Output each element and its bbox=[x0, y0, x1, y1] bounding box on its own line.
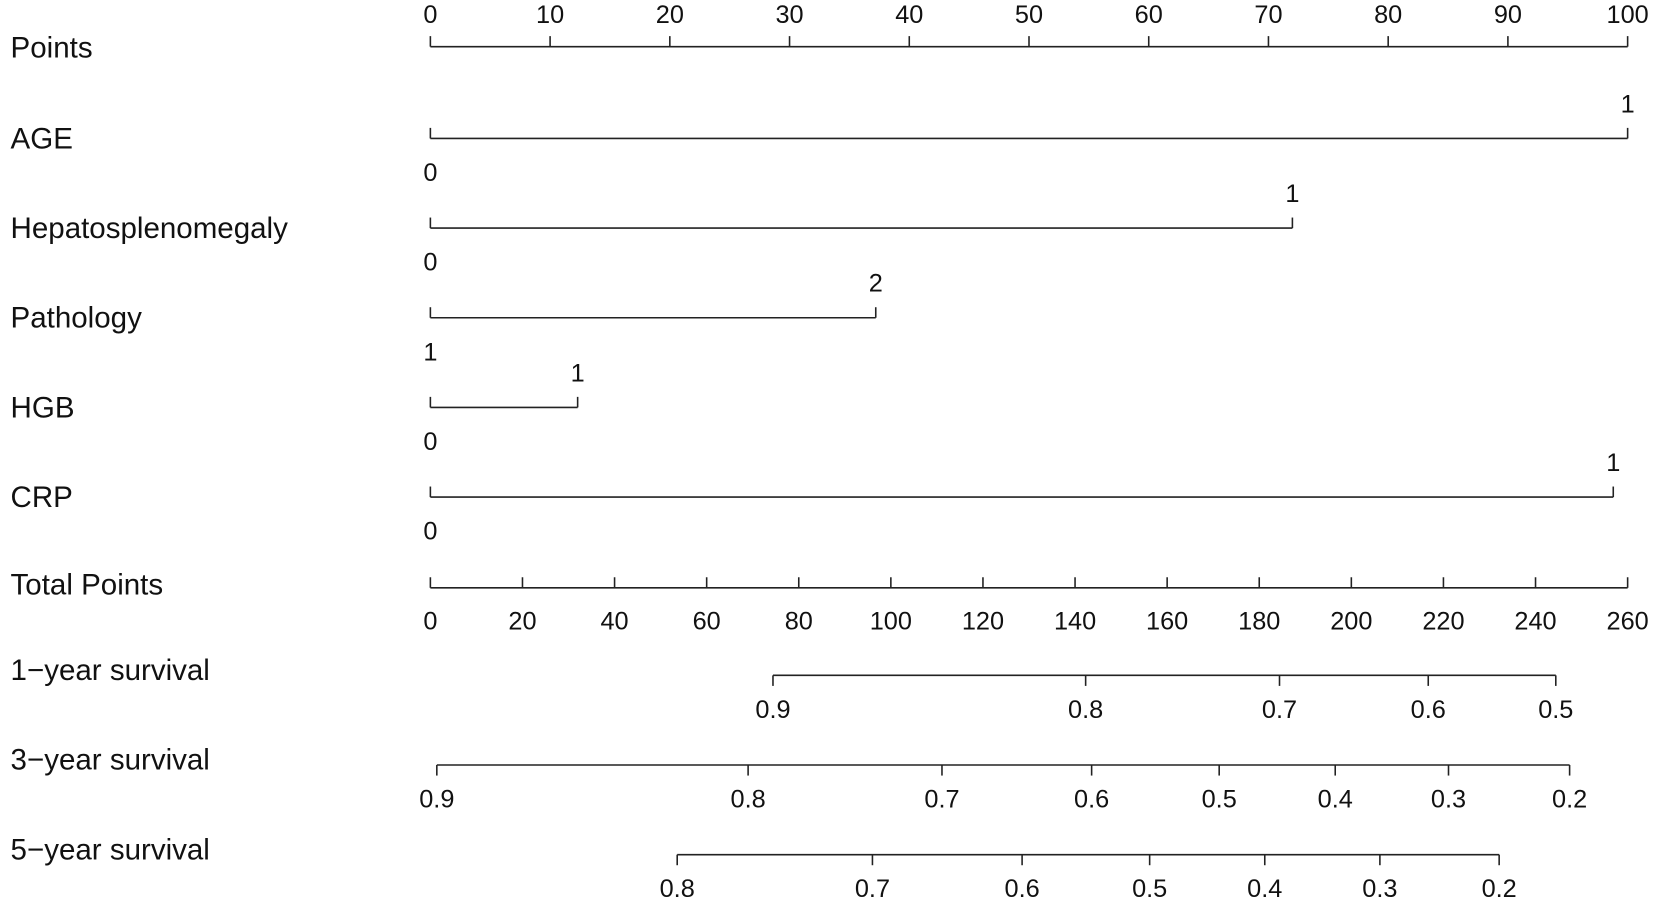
level-label: 1 bbox=[1606, 449, 1620, 477]
tick-label: 50 bbox=[1015, 1, 1043, 29]
tick-label: 220 bbox=[1422, 607, 1464, 635]
row-label: Points bbox=[11, 32, 93, 65]
survival-label: 0.3 bbox=[1431, 786, 1466, 814]
row-label: 3−year survival bbox=[11, 744, 210, 777]
survival-label: 0.8 bbox=[731, 786, 766, 814]
tick-label: 0 bbox=[423, 607, 437, 635]
tick-label: 160 bbox=[1146, 607, 1188, 635]
level-label: 1 bbox=[1621, 90, 1635, 118]
tick-label: 40 bbox=[600, 607, 628, 635]
survival-label: 0.6 bbox=[1005, 875, 1040, 903]
tick-label: 180 bbox=[1238, 607, 1280, 635]
row-label: HGB bbox=[11, 391, 75, 424]
tick-label: 60 bbox=[693, 607, 721, 635]
tick-label: 60 bbox=[1135, 1, 1163, 29]
tick-label: 200 bbox=[1330, 607, 1372, 635]
survival-label: 0.5 bbox=[1202, 786, 1237, 814]
survival-label: 0.7 bbox=[855, 875, 890, 903]
tick-label: 40 bbox=[895, 1, 923, 29]
survival-label: 0.6 bbox=[1074, 786, 1109, 814]
tick-label: 100 bbox=[1607, 1, 1649, 29]
row-label: Pathology bbox=[11, 302, 143, 335]
tick-label: 0 bbox=[423, 1, 437, 29]
survival-label: 0.6 bbox=[1411, 696, 1446, 724]
survival-label: 0.9 bbox=[755, 696, 790, 724]
level-label: 1 bbox=[571, 359, 585, 387]
row-label: AGE bbox=[11, 122, 73, 155]
tick-label: 80 bbox=[1374, 1, 1402, 29]
tick-label: 20 bbox=[508, 607, 536, 635]
level-label: 0 bbox=[423, 428, 437, 456]
tick-label: 10 bbox=[536, 1, 564, 29]
row-label: Total Points bbox=[11, 569, 164, 602]
tick-label: 140 bbox=[1054, 607, 1096, 635]
tick-label: 80 bbox=[785, 607, 813, 635]
survival-label: 0.2 bbox=[1552, 786, 1587, 814]
row-label: 1−year survival bbox=[11, 654, 210, 687]
level-label: 0 bbox=[423, 249, 437, 277]
survival-label: 0.8 bbox=[660, 875, 695, 903]
row-label: 5−year survival bbox=[11, 833, 210, 866]
level-label: 0 bbox=[423, 518, 437, 546]
survival-label: 0.7 bbox=[924, 786, 959, 814]
survival-label: 0.2 bbox=[1482, 875, 1517, 903]
survival-label: 0.7 bbox=[1262, 696, 1297, 724]
survival-label: 0.9 bbox=[419, 786, 454, 814]
level-label: 1 bbox=[1285, 180, 1299, 208]
level-label: 1 bbox=[423, 338, 437, 366]
row-label: Hepatosplenomegaly bbox=[11, 212, 289, 245]
level-label: 2 bbox=[869, 270, 883, 298]
tick-label: 20 bbox=[656, 1, 684, 29]
survival-label: 0.5 bbox=[1538, 696, 1573, 724]
survival-label: 0.3 bbox=[1362, 875, 1397, 903]
survival-label: 0.4 bbox=[1318, 786, 1353, 814]
tick-label: 90 bbox=[1494, 1, 1522, 29]
tick-label: 260 bbox=[1607, 607, 1649, 635]
tick-label: 100 bbox=[870, 607, 912, 635]
level-label: 0 bbox=[423, 159, 437, 187]
tick-label: 120 bbox=[962, 607, 1004, 635]
tick-label: 240 bbox=[1514, 607, 1556, 635]
survival-label: 0.5 bbox=[1132, 875, 1167, 903]
tick-label: 30 bbox=[775, 1, 803, 29]
tick-label: 70 bbox=[1254, 1, 1282, 29]
survival-label: 0.4 bbox=[1247, 875, 1282, 903]
row-label: CRP bbox=[11, 481, 73, 514]
survival-label: 0.8 bbox=[1068, 696, 1103, 724]
